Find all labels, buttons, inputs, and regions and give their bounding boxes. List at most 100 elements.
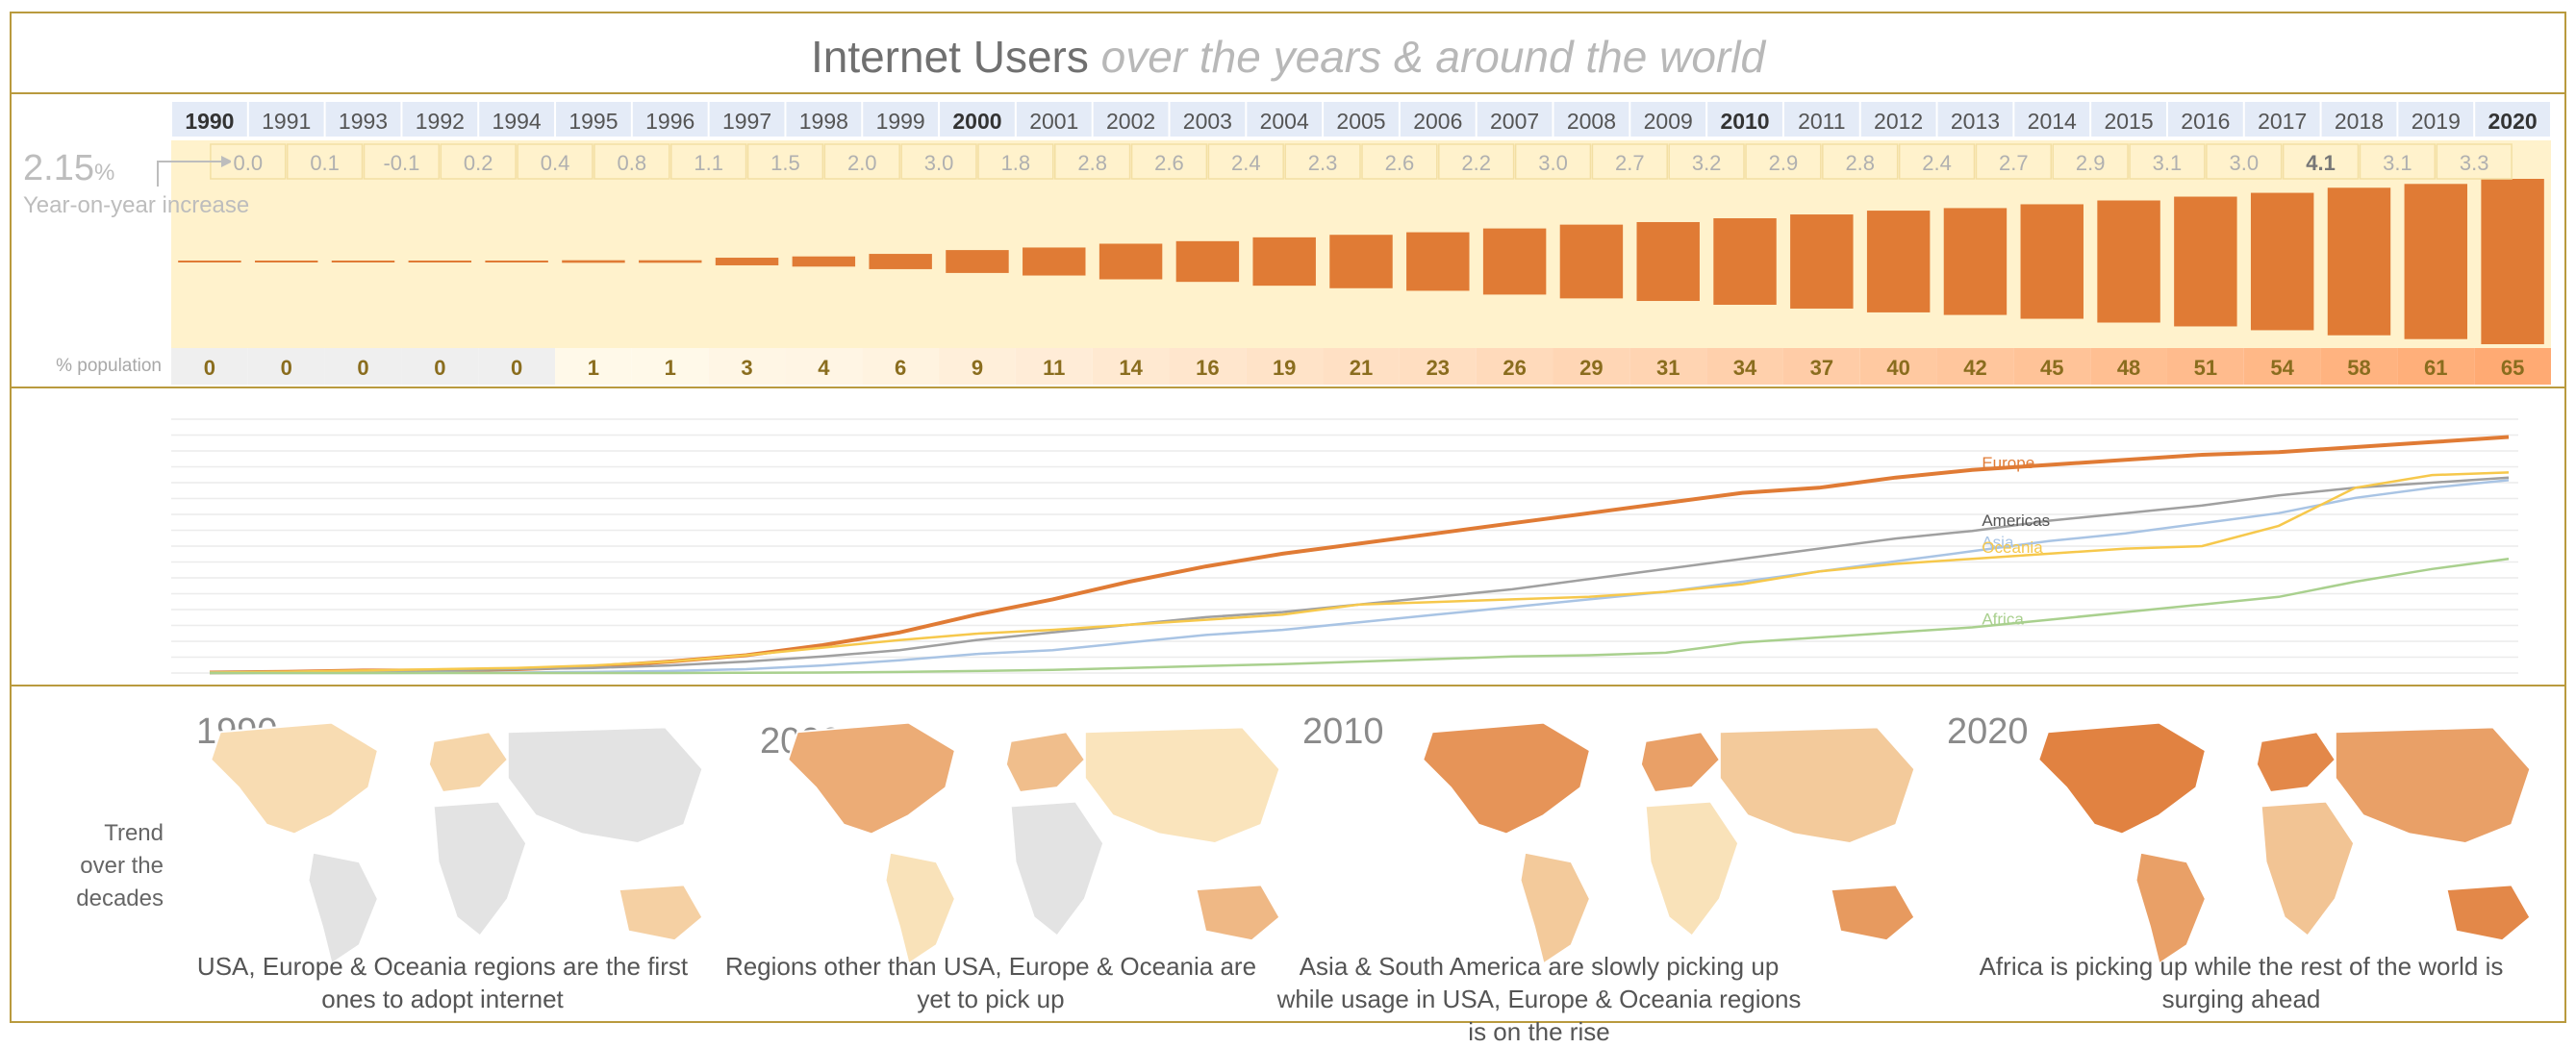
population-cell: [1782, 348, 1860, 385]
map-region: [2037, 721, 2207, 836]
yoy-cell: [2129, 143, 2206, 180]
yoy-cell: [1745, 143, 1822, 180]
series-label: Europe: [1982, 454, 2034, 472]
map-caption: Africa is picking up while the rest of t…: [1979, 952, 2504, 1013]
population-cell: [171, 348, 248, 385]
yoy-value-label: 2.9: [1769, 151, 1799, 175]
map-region: [1718, 726, 1916, 844]
population-cell: [1092, 348, 1170, 385]
yoy-value-label: 3.0: [2229, 151, 2259, 175]
yoy-average: 2.15%: [23, 148, 114, 189]
year-cell-bg: [786, 102, 862, 137]
world-map: [2037, 721, 2532, 965]
population-bar: [869, 254, 932, 269]
year-label: 2008: [1567, 109, 1616, 134]
population-value: 40: [1886, 356, 1909, 380]
year-cell-bg: [709, 102, 785, 137]
population-value: 29: [1579, 356, 1603, 380]
population-cell: [2090, 348, 2167, 385]
yoy-value-label: 0.2: [464, 151, 493, 175]
population-bar: [1329, 235, 1393, 288]
population-value: 14: [1119, 356, 1143, 380]
yoy-cell: [823, 143, 900, 180]
series-label: Asia: [1982, 533, 2014, 551]
yoy-unit: %: [93, 160, 115, 186]
year-cell-bg: [2475, 102, 2550, 137]
year-label: 2006: [1413, 109, 1462, 134]
population-cell: [2013, 348, 2091, 385]
year-label: 1990: [185, 109, 234, 134]
year-label: 2017: [2258, 109, 2307, 134]
map-region: [1639, 731, 1722, 794]
year-label: 2001: [1029, 109, 1078, 134]
yoy-cell: [1284, 143, 1361, 180]
year-cell-bg: [1477, 102, 1553, 137]
yoy-value-label: 2.7: [1999, 151, 2029, 175]
year-cell-bg: [172, 102, 247, 137]
year-cell-bg: [1324, 102, 1399, 137]
year-label: 2020: [2488, 109, 2538, 134]
year-cell-bg: [556, 102, 631, 137]
year-label: 2010: [1720, 109, 1769, 134]
world-map: [787, 721, 1281, 965]
yoy-value-label: 0.1: [310, 151, 340, 175]
population-cell: [1859, 348, 1937, 385]
population-value: 11: [1043, 356, 1065, 380]
yoy-cell: [2436, 143, 2513, 180]
yoy-cell: [746, 143, 824, 180]
map-region: [1519, 851, 1591, 965]
yoy-cell: [517, 143, 593, 180]
population-bar: [1866, 211, 1931, 312]
yoy-cell: [1438, 143, 1515, 180]
population-value: 26: [1503, 356, 1526, 380]
yoy-value-label: 2.6: [1154, 151, 1184, 175]
population-bar: [485, 261, 548, 262]
title-main: Internet Users: [810, 32, 1089, 82]
map-region: [1422, 721, 1591, 836]
map-region: [1644, 800, 1740, 937]
series-label: Americas: [1982, 512, 2050, 530]
year-cell-bg: [1016, 102, 1092, 137]
population-cell: [1399, 348, 1477, 385]
map-region: [307, 851, 379, 965]
population-value: 61: [2424, 356, 2447, 380]
population-value: 1: [665, 356, 676, 380]
map-region: [506, 726, 704, 844]
population-cell: [2166, 348, 2244, 385]
map-region: [1004, 731, 1087, 794]
population-value: 0: [434, 356, 445, 380]
year-cell-bg: [1630, 102, 1706, 137]
year-cell-bg: [1247, 102, 1323, 137]
population-bar: [1252, 237, 1316, 287]
population-cell: [2243, 348, 2321, 385]
population-bar: [2404, 184, 2468, 339]
yoy-value-label: 2.8: [1077, 151, 1107, 175]
year-cell-bg: [632, 102, 708, 137]
population-bar: [1175, 240, 1240, 283]
population-bar: [2020, 204, 2084, 319]
population-cell: [631, 348, 709, 385]
yoy-value-label: 3.3: [2460, 151, 2489, 175]
year-cell-bg: [248, 102, 324, 137]
year-cell-bg: [2244, 102, 2320, 137]
population-bar: [715, 258, 779, 265]
yoy-value-label: 2.4: [1922, 151, 1952, 175]
population-bar: [1406, 232, 1470, 291]
population-bar: [2174, 196, 2237, 327]
population-value: 65: [2501, 356, 2524, 380]
yoy-value-label: 0.4: [541, 151, 570, 175]
population-cell: [555, 348, 632, 385]
map-year-label: 2010: [1302, 711, 1384, 752]
population-bar: [2250, 192, 2314, 331]
population-bar: [178, 261, 241, 262]
map-caption: Asia & South America are slowly picking …: [1276, 952, 1802, 1046]
map-region: [2334, 726, 2532, 844]
yoy-cell: [2206, 143, 2283, 180]
year-label: 1994: [492, 109, 542, 134]
population-value: 31: [1656, 356, 1679, 380]
yoy-value-label: 1.1: [694, 151, 723, 175]
population-bar: [1559, 224, 1624, 299]
yoy-cell: [900, 143, 977, 180]
population-bar: [2327, 187, 2391, 336]
series-line-americas: [209, 476, 2510, 674]
